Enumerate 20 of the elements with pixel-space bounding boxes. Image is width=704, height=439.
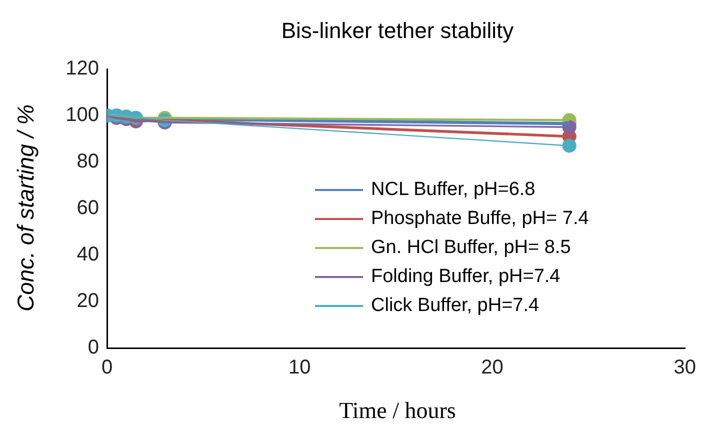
x-tick-label: 10: [288, 356, 311, 379]
y-tick-label: 40: [76, 244, 99, 266]
y-tick-label: 0: [88, 336, 99, 359]
legend-label: Folding Buffer, pH=7.4: [371, 265, 560, 289]
x-tick-label: 0: [101, 356, 113, 379]
y-axis-title: Conc. of starting / %: [12, 104, 40, 312]
legend-label: Click Buffer, pH=7.4: [371, 294, 540, 318]
legend-label: Gn. HCl Buffer, pH= 8.5: [371, 236, 571, 260]
x-tick-label: 30: [674, 356, 696, 379]
point: [562, 138, 576, 153]
legend-label: NCL Buffer, pH=6.8: [371, 178, 536, 202]
legend-label: Phosphate Buffe, pH= 7.4: [371, 207, 589, 231]
y-tick-label: 20: [76, 290, 99, 312]
y-tick-label: 120: [66, 58, 99, 80]
chart-title: Bis-linker tether stability: [280, 18, 515, 44]
x-axis-title: Time / hours: [338, 398, 457, 424]
y-tick-label: 80: [76, 150, 99, 173]
y-tick-label: 60: [76, 197, 99, 220]
x-tick-label: 20: [481, 356, 504, 379]
y-tick-label: 100: [66, 104, 99, 126]
